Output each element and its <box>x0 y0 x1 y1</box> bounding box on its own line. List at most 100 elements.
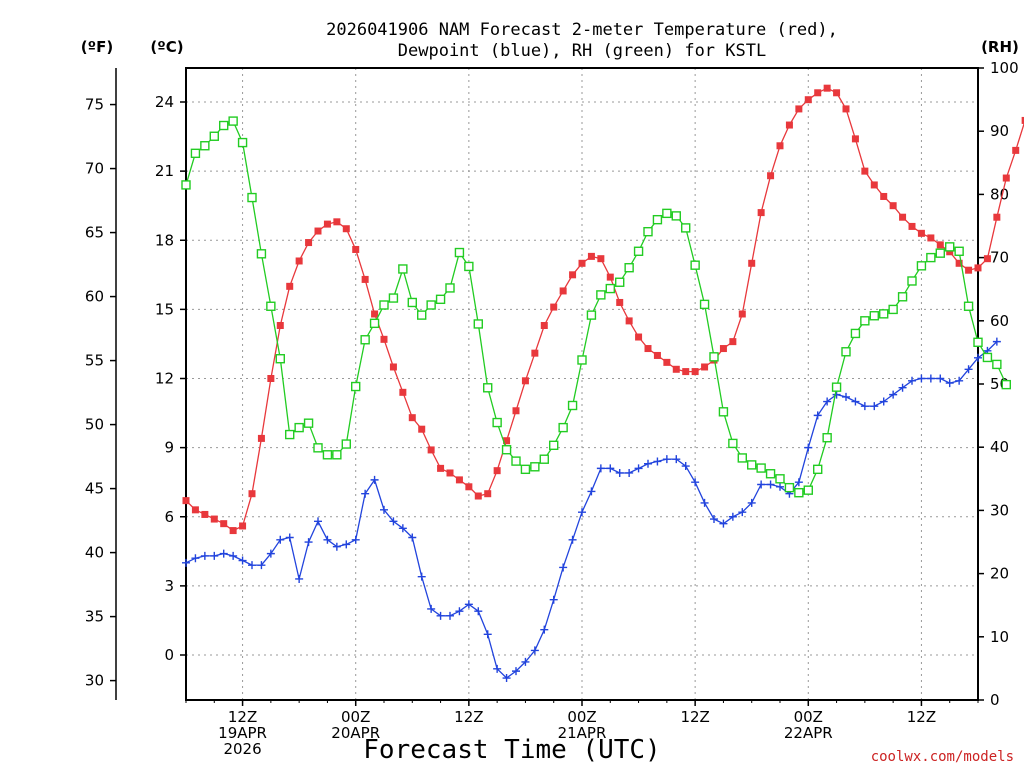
temperature-point <box>842 105 850 113</box>
rh-point <box>369 318 380 329</box>
rh-point <box>831 382 842 392</box>
rh-point <box>879 309 889 319</box>
dewpoint-point <box>493 664 502 673</box>
dewpoint-point <box>502 674 511 683</box>
credit-text: coolwx.com/models <box>871 749 1014 765</box>
rh-point <box>822 433 832 443</box>
dewpoint-point <box>332 542 341 551</box>
dewpoint-point <box>917 374 926 383</box>
x-axis-label: Forecast Time (UTC) <box>363 735 660 765</box>
dewpoint-point <box>323 535 332 544</box>
temperature-point <box>729 338 737 346</box>
dewpoint-point <box>851 397 860 406</box>
dewpoint-point <box>860 402 869 411</box>
temperature-point <box>418 425 426 433</box>
rh-point <box>539 454 549 464</box>
dewpoint-point <box>285 533 294 542</box>
dewpoint-point <box>389 517 398 526</box>
temperature-point <box>427 446 435 454</box>
temperature-point <box>540 322 548 330</box>
dewpoint-point <box>596 464 605 473</box>
chart-title-line-2: Dewpoint (blue), RH (green) for KSTL <box>398 41 766 61</box>
x-tick-label: 12Z <box>680 708 709 726</box>
temperature-point <box>899 213 907 221</box>
rh-point <box>945 242 955 252</box>
series-dewpoint <box>182 337 1001 683</box>
rh-point <box>709 352 719 362</box>
temperature-point <box>616 298 624 306</box>
dewpoint-point <box>361 489 370 498</box>
dewpoint-point <box>446 611 454 620</box>
dewpoint-point <box>710 515 718 524</box>
temperature-point <box>380 335 388 343</box>
fahrenheit-tick-label: 30 <box>85 672 104 690</box>
temperature-point <box>587 252 595 260</box>
fahrenheit-tick-label: 70 <box>85 160 104 178</box>
rh-point <box>718 407 729 417</box>
temperature-point <box>314 227 322 235</box>
rh-point <box>1001 379 1011 390</box>
temperature-point <box>267 375 275 382</box>
rh-point <box>973 337 983 347</box>
x-tick-label: 00Z <box>567 708 596 726</box>
dewpoint-point <box>455 607 464 616</box>
temperature-point <box>880 192 888 200</box>
rh-point <box>417 310 427 320</box>
temperature-point <box>220 520 228 528</box>
rh-point <box>615 277 625 287</box>
fahrenheit-tick-label: 55 <box>85 352 104 370</box>
celsius-tick-label: 21 <box>155 162 174 180</box>
temperature-point <box>399 388 407 396</box>
temperature-point <box>465 483 473 491</box>
dewpoint-point <box>417 572 426 581</box>
dewpoint-point <box>474 607 483 616</box>
rh-point <box>520 464 531 475</box>
dewpoint-point <box>870 402 879 411</box>
temperature-point <box>361 275 369 283</box>
temperature-point <box>276 322 284 330</box>
rh-point <box>558 422 568 433</box>
fahrenheit-axis-unit: (ºF) <box>81 38 113 56</box>
rh-point <box>756 463 766 473</box>
rh-tick-label: 40 <box>990 438 1009 456</box>
temperature-point <box>993 213 1001 221</box>
dewpoint-point <box>464 600 473 609</box>
rh-point <box>662 208 672 219</box>
data-series <box>181 84 1024 683</box>
dewpoint-point <box>276 535 285 544</box>
temperature-point <box>182 497 190 505</box>
rh-point <box>652 214 663 225</box>
celsius-tick-label: 24 <box>155 93 174 111</box>
chart-title: 2026041906 NAM Forecast 2-meter Temperat… <box>326 20 838 61</box>
rh-point <box>926 252 936 263</box>
temperature-point <box>1021 116 1024 124</box>
rh-point <box>266 301 276 311</box>
temperature-point <box>191 506 199 514</box>
temperature-point <box>286 282 294 290</box>
rh-point <box>813 464 823 475</box>
temperature-point <box>569 271 577 279</box>
temperature-point <box>521 377 529 385</box>
temperature-point <box>691 368 699 376</box>
celsius-tick-label: 0 <box>164 646 174 664</box>
temperature-point <box>767 172 775 180</box>
rh-point <box>992 359 1002 370</box>
rh-point <box>275 354 285 364</box>
rh-point <box>219 120 229 131</box>
temperature-point <box>917 229 925 237</box>
series-temperature <box>182 84 1024 535</box>
x-tick-label: 21APR <box>558 724 607 742</box>
dewpoint-point <box>955 376 964 385</box>
rh-tick-label: 70 <box>990 249 1009 267</box>
celsius-tick-label: 12 <box>155 370 174 388</box>
dewpoint-point <box>804 443 813 452</box>
rh-tick-label: 60 <box>990 312 1009 330</box>
temperature-point <box>965 266 973 274</box>
temperature-point <box>455 476 463 484</box>
rh-point <box>841 347 851 357</box>
fahrenheit-tick-label: 75 <box>85 96 104 114</box>
dewpoint-point <box>634 464 643 473</box>
rh-point <box>445 283 455 293</box>
